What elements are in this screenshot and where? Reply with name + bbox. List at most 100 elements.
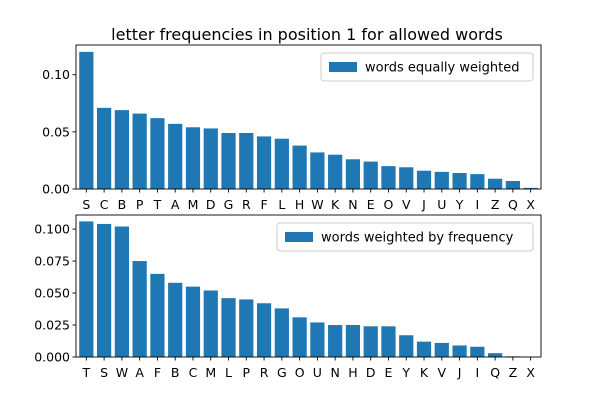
bar-M: [203, 290, 218, 357]
x-tick-label-U: U: [313, 365, 322, 380]
x-tick-label-K: K: [420, 365, 429, 380]
bar-I: [470, 174, 485, 189]
x-tick-label-N: N: [330, 365, 339, 380]
x-tick-label-D: D: [206, 197, 216, 212]
x-tick-label-M: M: [188, 197, 199, 212]
bar-T: [150, 118, 165, 189]
bar-R: [256, 303, 272, 357]
bar-O: [292, 317, 307, 357]
bar-B: [114, 110, 129, 189]
x-tick-label-H: H: [295, 197, 304, 212]
bar-G: [274, 308, 289, 357]
bar-W: [114, 226, 129, 357]
x-tick-label-R: R: [242, 197, 251, 212]
x-tick-label-A: A: [135, 365, 144, 380]
y-tick-label: 0.000: [34, 350, 70, 365]
y-tick-label: 0.10: [42, 67, 70, 82]
x-tick-label-J: J: [457, 365, 462, 380]
bar-D: [203, 128, 218, 189]
legend-label: words equally weighted: [365, 61, 519, 76]
y-tick-label: 0.05: [42, 124, 70, 139]
x-tick-label-V: V: [438, 365, 447, 380]
x-tick-label-Q: Q: [490, 365, 500, 380]
x-tick-label-L: L: [225, 365, 232, 380]
axes-frame: [75, 214, 542, 358]
x-tick-label-T: T: [153, 197, 162, 212]
axes-frame: [75, 44, 542, 190]
bar-K: [328, 154, 343, 189]
bar-L: [274, 138, 289, 189]
legend-label: words weighted by frequency: [321, 231, 514, 246]
bar-N: [328, 325, 343, 357]
x-tick-label-B: B: [171, 365, 180, 380]
bar-A: [168, 123, 183, 189]
bar-Y: [399, 335, 414, 357]
bar-H: [292, 145, 307, 189]
x-tick-label-M: M: [205, 365, 216, 380]
bar-V: [399, 167, 414, 189]
bar-B: [168, 282, 183, 357]
x-tick-label-W: W: [311, 197, 323, 212]
x-tick-label-T: T: [82, 365, 91, 380]
chart-title: letter frequencies in position 1 for all…: [111, 25, 503, 44]
bar-U: [434, 171, 449, 189]
bar-F: [150, 273, 165, 357]
x-tick-label-J: J: [421, 197, 426, 212]
x-tick-label-D: D: [366, 365, 376, 380]
top-bar-panel: 0.00 0.05 0.10 S C B P T A M D G R F L H W K N E O V J U Y I Z Q Xwo…: [42, 44, 542, 212]
bar-Z: [488, 178, 503, 189]
bar-E: [363, 161, 378, 189]
x-tick-label-C: C: [100, 197, 109, 212]
x-tick-label-U: U: [437, 197, 446, 212]
y-tick-label: 0.050: [34, 286, 70, 301]
bar-V: [434, 342, 449, 357]
bar-Q: [488, 353, 503, 357]
x-tick-label-F: F: [154, 365, 161, 380]
x-tick-label-W: W: [116, 365, 128, 380]
x-tick-label-E: E: [385, 365, 393, 380]
y-tick-label: 0.100: [34, 222, 70, 237]
x-tick-label-G: G: [277, 365, 287, 380]
bar-T: [79, 221, 94, 357]
bar-W: [310, 152, 325, 189]
x-tick-label-X: X: [526, 197, 535, 212]
bar-S: [97, 223, 112, 357]
legend: words weighted by frequency: [276, 222, 534, 252]
bar-U: [310, 322, 325, 357]
y-tick-label: 0.025: [34, 318, 70, 333]
bar-D: [363, 326, 378, 357]
bar-F: [256, 136, 272, 189]
x-tick-label-O: O: [384, 197, 394, 212]
bar-X: [523, 187, 538, 189]
x-tick-label-X: X: [526, 365, 535, 380]
bar-E: [381, 326, 396, 357]
x-tick-label-G: G: [224, 197, 234, 212]
bar-S: [79, 51, 94, 189]
x-tick-label-P: P: [136, 197, 144, 212]
bar-C: [97, 107, 112, 189]
x-tick-label-Q: Q: [508, 197, 518, 212]
x-tick-label-N: N: [348, 197, 357, 212]
x-tick-label-I: I: [476, 197, 480, 212]
y-tick-label: 0.00: [42, 182, 70, 197]
bar-J: [416, 170, 432, 189]
x-tick-label-P: P: [243, 365, 251, 380]
bar-P: [132, 113, 147, 189]
bar-Y: [452, 173, 467, 189]
legend-box: [320, 52, 534, 82]
bottom-bar-panel: 0.000 0.025 0.050 0.075 0.100 T S W A F B C M L P R G O U N…: [34, 214, 542, 380]
x-tick-label-O: O: [295, 365, 305, 380]
x-tick-label-Y: Y: [455, 197, 464, 212]
x-tick-label-A: A: [171, 197, 180, 212]
x-tick-label-L: L: [278, 197, 285, 212]
bar-M: [185, 127, 201, 189]
bar-N: [345, 159, 361, 189]
bar-L: [221, 298, 236, 357]
x-tick-label-Z: Z: [491, 197, 500, 212]
bar-A: [132, 261, 147, 357]
bar-C: [185, 286, 201, 357]
bar-Q: [505, 181, 520, 189]
x-tick-label-H: H: [348, 365, 357, 380]
bar-I: [470, 346, 485, 357]
